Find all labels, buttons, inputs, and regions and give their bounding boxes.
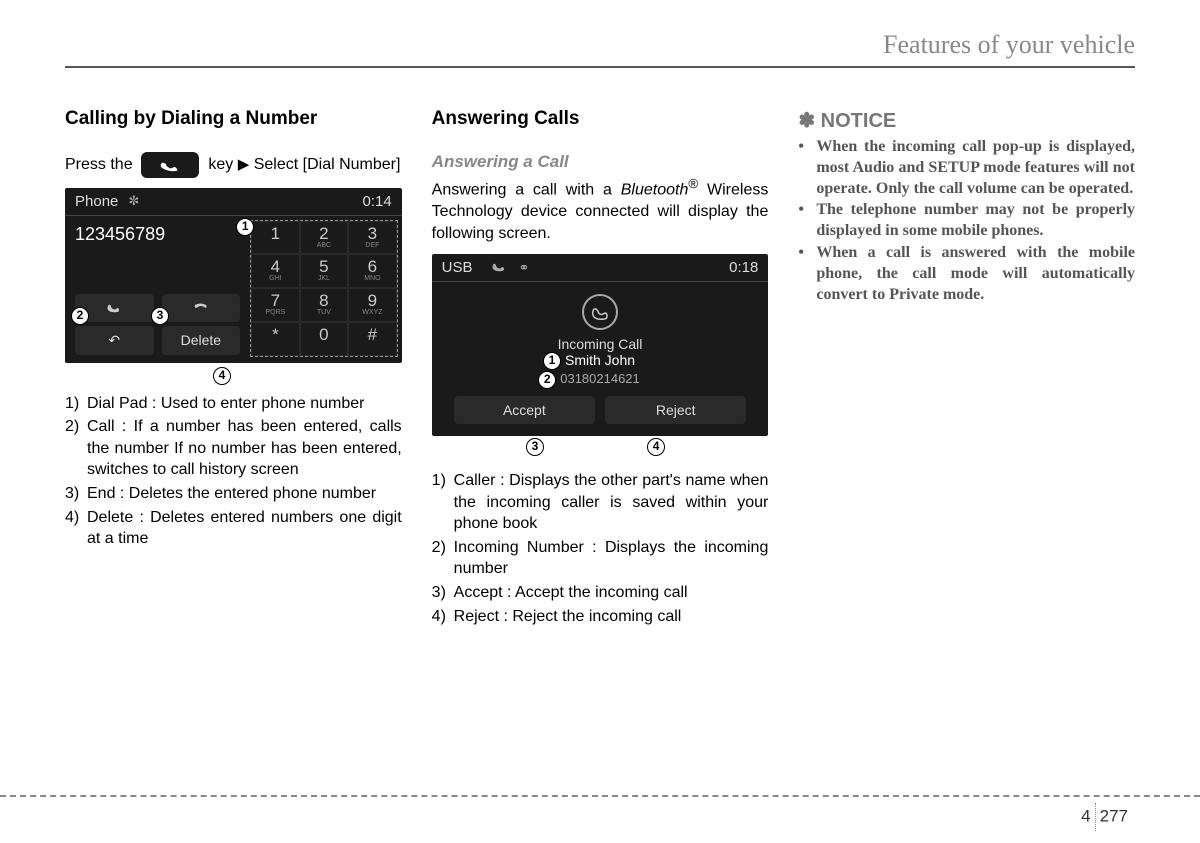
col2-paragraph: Answering a call with a Bluetooth® Wirel…: [432, 175, 769, 244]
dialkey-9[interactable]: 9WXYZ: [348, 288, 397, 322]
notice-list: •When the incoming call pop-up is displa…: [798, 137, 1135, 305]
dialkey-8[interactable]: 8TUV: [300, 288, 349, 322]
screen-label: USB: [442, 259, 473, 276]
bluetooth-icon: ✼: [128, 193, 139, 209]
page-number: 4277: [1081, 803, 1128, 831]
screen-time: 0:14: [362, 193, 391, 210]
instr-post: Select [Dial Number]: [254, 156, 401, 173]
dialkey-4[interactable]: 4GHI: [251, 254, 300, 288]
notice-symbol: ✽: [798, 110, 815, 132]
col1-title: Calling by Dialing a Number: [65, 108, 402, 130]
handset-icon: [491, 260, 505, 275]
screen-time: 0:18: [729, 259, 758, 276]
col1-instruction: Press the key ▶ Select [Dial Number]: [65, 152, 402, 178]
instr-pre: Press the: [65, 156, 133, 173]
list-item: 4)Delete : Deletes entered numbers one d…: [65, 507, 402, 550]
back-button[interactable]: ↶: [75, 326, 154, 355]
col2-subhead: Answering a Call: [432, 152, 769, 172]
caller-name: Smith John: [565, 352, 635, 368]
dial-screen: Phone ✼ 0:14 123456789: [65, 188, 402, 363]
dialed-number: 123456789: [75, 222, 240, 245]
dialkey-1[interactable]: 1: [251, 221, 300, 255]
reject-button[interactable]: Reject: [605, 396, 746, 424]
column-3: ✽ NOTICE •When the incoming call pop-up …: [798, 108, 1135, 629]
notice-heading: ✽ NOTICE: [798, 108, 1135, 133]
list-item: 1)Dial Pad : Used to enter phone number: [65, 393, 402, 415]
caller-number: 03180214621: [560, 371, 640, 386]
column-2: Answering Calls Answering a Call Answeri…: [432, 108, 769, 629]
accept-button[interactable]: Accept: [454, 396, 595, 424]
end-button[interactable]: [162, 294, 241, 322]
list-item: 4)Reject : Reject the incoming call: [432, 606, 769, 628]
incoming-title: Incoming Call: [432, 336, 769, 352]
screen-label: Phone: [75, 193, 118, 210]
notice-item: •When the incoming call pop-up is displa…: [798, 137, 1135, 199]
dialpad[interactable]: 12ABC3DEF 4GHI5JKL6MNO 7PQRS8TUV9WXYZ *0#: [250, 220, 398, 357]
col2-title: Answering Calls: [432, 108, 769, 130]
notice-label: NOTICE: [821, 110, 897, 132]
list-item: 2)Incoming Number : Displays the incomin…: [432, 537, 769, 580]
list-item: 1)Caller : Displays the other part's nam…: [432, 470, 769, 535]
dialkey-7[interactable]: 7PQRS: [251, 288, 300, 322]
list-item: 3)Accept : Accept the incoming call: [432, 582, 769, 604]
phone-ring-icon: [582, 294, 618, 330]
phone-key-icon: [141, 152, 199, 178]
incoming-screen: USB ⚭ 0:18 Incoming Call: [432, 254, 769, 436]
instr-key: key: [208, 156, 233, 173]
page-header: Features of your vehicle: [65, 30, 1135, 68]
list-item: 2)Call : If a number has been entered, c…: [65, 416, 402, 481]
arrow-icon: ▶: [238, 156, 250, 173]
dialkey-2[interactable]: 2ABC: [300, 221, 349, 255]
list-item: 3)End : Deletes the entered phone number: [65, 483, 402, 505]
dialkey-3[interactable]: 3DEF: [348, 221, 397, 255]
dialkey-*[interactable]: *: [251, 322, 300, 356]
col1-list: 1)Dial Pad : Used to enter phone number2…: [65, 393, 402, 550]
link-icon: ⚭: [519, 260, 530, 276]
page-footer: 4277: [0, 795, 1200, 803]
col2-list: 1)Caller : Displays the other part's nam…: [432, 470, 769, 627]
dialkey-5[interactable]: 5JKL: [300, 254, 349, 288]
dialkey-6[interactable]: 6MNO: [348, 254, 397, 288]
dialkey-#[interactable]: #: [348, 322, 397, 356]
column-1: Calling by Dialing a Number Press the ke…: [65, 108, 402, 629]
delete-button[interactable]: Delete: [162, 326, 241, 355]
notice-item: •When a call is answered with the mobile…: [798, 243, 1135, 305]
dialkey-0[interactable]: 0: [300, 322, 349, 356]
notice-item: •The telephone number may not be properl…: [798, 200, 1135, 242]
